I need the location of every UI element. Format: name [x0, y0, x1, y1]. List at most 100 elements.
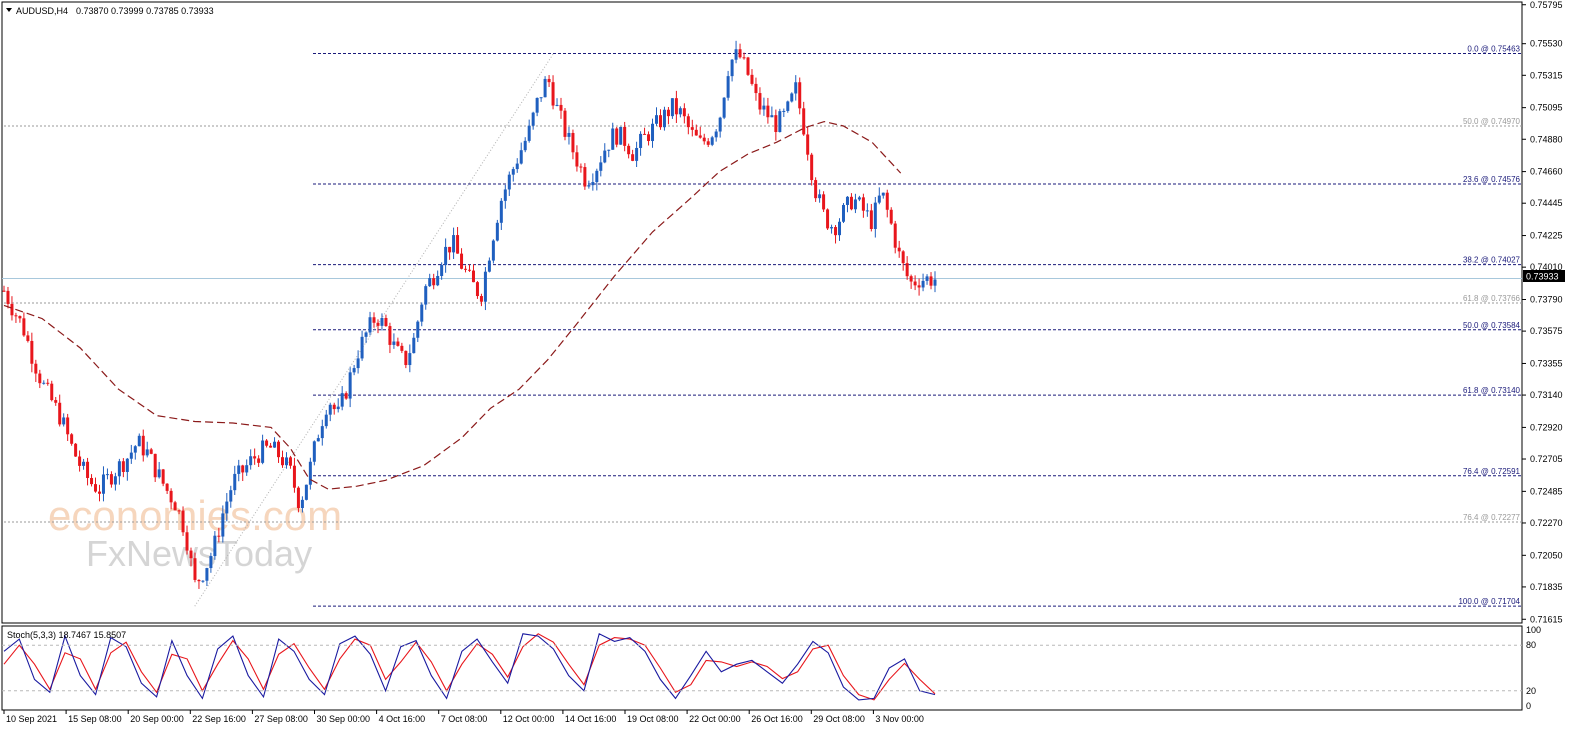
time-tick-label: 12 Oct 00:00 [503, 714, 555, 724]
candle-body [790, 93, 794, 102]
candle-body [623, 126, 627, 146]
candle-body [539, 97, 543, 99]
candle-body [26, 335, 30, 341]
time-tick-label: 4 Oct 16:00 [379, 714, 426, 724]
candle-body [221, 513, 225, 537]
candle-body [304, 484, 308, 500]
candle-body [933, 279, 937, 286]
candle-body [762, 105, 766, 110]
candle-body [404, 350, 408, 366]
candle-body [611, 128, 615, 150]
current-price-tag-text: 0.73933 [1526, 272, 1559, 282]
price-tick-label: 0.75095 [1530, 103, 1563, 113]
candle-body [249, 456, 253, 466]
candle-body [6, 290, 10, 304]
candle-body [746, 57, 750, 75]
stoch-main-line[interactable] [3, 633, 936, 701]
price-tick-label: 0.75530 [1530, 39, 1563, 49]
price-tick-label: 0.73355 [1530, 358, 1563, 368]
stoch-level-label: 80 [1526, 640, 1536, 650]
price-pane-frame [1, 1, 1523, 624]
candle-body [432, 278, 436, 286]
candle-body [794, 82, 798, 94]
candle-body [284, 457, 288, 466]
candle-body [639, 133, 643, 148]
time-tick-label: 7 Oct 08:00 [441, 714, 488, 724]
candle-body [213, 535, 217, 557]
candle-body [838, 221, 842, 236]
candle-body [487, 260, 491, 272]
watermark-line1: economies.com [48, 492, 342, 539]
candle-body [662, 109, 666, 128]
candle-body [185, 532, 189, 551]
candle-body [710, 137, 714, 145]
price-tick-label: 0.73575 [1530, 326, 1563, 336]
candle-body [857, 197, 861, 200]
candle-body [277, 441, 281, 458]
candle-body [145, 449, 149, 456]
candle-body [674, 98, 678, 115]
candle-body [798, 82, 802, 109]
candle-body [296, 487, 300, 509]
candle-body [440, 265, 444, 276]
candle-body [830, 227, 834, 229]
fib-level-label: 61.8 @ 0.73140 [1463, 386, 1521, 395]
time-tick-label: 29 Oct 08:00 [813, 714, 865, 724]
candle-body [579, 166, 583, 168]
price-axis: 0.75795 0.75530 0.75315 0.75095 0.74880 0.746… [1522, 0, 1563, 624]
fib-anchor-line[interactable] [194, 53, 554, 607]
candle-body [408, 353, 412, 366]
time-tick-label: 20 Sep 00:00 [130, 714, 184, 724]
price-tick-label: 0.75315 [1530, 70, 1563, 80]
candle-body [42, 382, 46, 384]
chart-menu-triangle-icon[interactable] [6, 8, 12, 12]
time-tick-label: 22 Sep 16:00 [192, 714, 246, 724]
price-tick-label: 0.72485 [1530, 486, 1563, 496]
candle-body [841, 204, 845, 222]
fib-level-label: 50.0 @ 0.73584 [1463, 321, 1521, 330]
candle-body [810, 154, 814, 181]
candle-body [511, 169, 515, 175]
candle-body [121, 461, 125, 472]
candle-body [97, 491, 101, 494]
candle-body [38, 373, 42, 384]
candle-body [873, 202, 877, 229]
candle-body [877, 195, 881, 203]
candle-body [344, 393, 348, 399]
candle-body [58, 402, 62, 425]
candle-body [273, 441, 277, 448]
candle-body [201, 580, 205, 582]
candle-body [300, 499, 304, 509]
candle-body [599, 162, 603, 171]
candle-body [818, 194, 822, 199]
candle-body [897, 247, 901, 252]
candle-body [666, 109, 670, 117]
candle-body [499, 200, 503, 223]
candle-body [269, 445, 273, 448]
candle-body [364, 332, 368, 337]
price-tick-label: 0.73790 [1530, 295, 1563, 305]
candle-body [161, 469, 165, 484]
price-tick-label: 0.71615 [1530, 614, 1563, 624]
candle-body [869, 210, 873, 229]
candle-body [193, 558, 197, 580]
candle-body [607, 149, 611, 151]
candle-body [412, 337, 416, 354]
candle-body [368, 317, 372, 333]
candle-body [559, 104, 563, 111]
candle-body [444, 246, 448, 266]
candle-body [424, 286, 428, 305]
moving-average-line[interactable] [3, 120, 902, 490]
price-tick-label: 0.74225 [1530, 231, 1563, 241]
candle-body [2, 290, 6, 292]
candle-body [324, 414, 328, 427]
candle-body [507, 174, 511, 190]
candle-body [742, 57, 746, 59]
candle-body [483, 271, 487, 302]
time-tick-label: 27 Sep 08:00 [254, 714, 308, 724]
candle-body [774, 115, 778, 133]
candle-body [714, 131, 718, 138]
candle-body [320, 426, 324, 439]
time-tick-label: 30 Sep 00:00 [317, 714, 371, 724]
candle-body [885, 192, 889, 210]
